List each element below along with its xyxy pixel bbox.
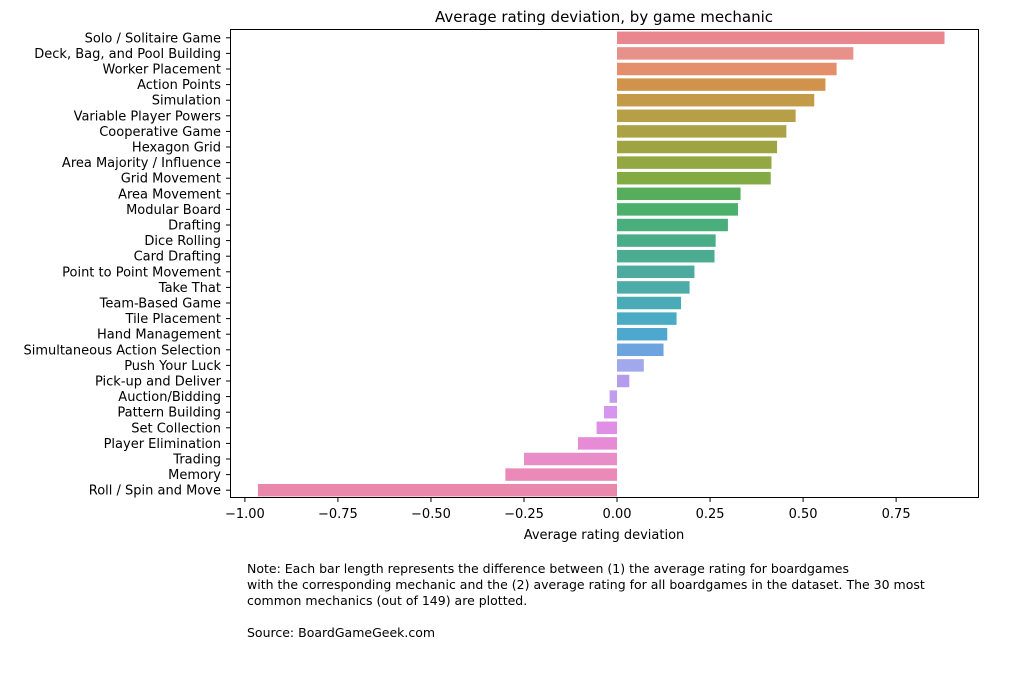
bar	[617, 249, 715, 263]
y-tick-label: Modular Board	[126, 203, 221, 218]
bar	[505, 468, 618, 481]
bar	[617, 31, 945, 45]
x-tick-label: −1.00	[225, 507, 265, 522]
y-tick-label: Action Points	[137, 78, 221, 93]
y-tick-label: Tile Placement	[125, 312, 221, 327]
bar	[617, 312, 677, 325]
bar	[617, 140, 778, 154]
y-tick-label: Dice Rolling	[144, 234, 221, 249]
bar	[617, 296, 682, 310]
bar	[617, 218, 728, 232]
y-tick-label: Grid Movement	[121, 172, 221, 187]
y-tick-label: Take That	[158, 281, 221, 296]
bar	[604, 405, 618, 419]
y-tick-label: Point to Point Movement	[62, 265, 221, 280]
x-tick-label: −0.75	[318, 507, 358, 522]
y-tick-label: Player Elimination	[104, 437, 221, 452]
x-tick-label: 0.25	[696, 507, 725, 522]
bar	[617, 203, 738, 216]
y-tick-label: Variable Player Powers	[74, 109, 222, 124]
y-tick-label: Solo / Solitaire Game	[85, 31, 221, 46]
bar	[257, 483, 618, 497]
y-tick-label: Pick-up and Deliver	[95, 375, 222, 390]
bar	[617, 47, 854, 60]
bar	[617, 109, 796, 123]
y-tick-label: Trading	[172, 453, 221, 468]
bar	[617, 62, 837, 76]
y-tick-label: Hand Management	[97, 328, 221, 343]
y-tick-label: Area Majority / Influence	[62, 156, 221, 171]
bar	[617, 156, 772, 169]
y-tick-label: Simultaneous Action Selection	[23, 343, 221, 358]
x-tick-label: 0.50	[789, 507, 818, 522]
y-tick-label: Deck, Bag, and Pool Building	[34, 47, 221, 62]
bar	[577, 437, 618, 450]
x-ticks: −1.00 −0.75 −0.50 −0.25 0.00 0.25 0.50 0.75	[225, 498, 911, 522]
y-tick-label: Area Movement	[118, 187, 221, 202]
x-axis-label: Average rating deviation	[524, 528, 685, 543]
bar	[617, 374, 630, 388]
y-tick-label: Drafting	[168, 219, 221, 234]
y-tick-label: Push Your Luck	[124, 359, 221, 374]
y-tick-label: Auction/Bidding	[118, 390, 221, 405]
y-tick-label: Cooperative Game	[99, 125, 221, 140]
bar	[617, 359, 644, 372]
bars-group	[257, 31, 945, 497]
bar	[609, 390, 618, 403]
x-tick-label: −0.50	[411, 507, 451, 522]
bar	[617, 327, 668, 341]
y-tick-label: Team-Based Game	[99, 297, 221, 312]
bar	[617, 125, 787, 138]
bar	[617, 187, 741, 201]
bar	[617, 93, 815, 107]
bar	[617, 265, 695, 279]
x-tick-label: 0.00	[603, 507, 632, 522]
bar	[617, 78, 826, 91]
y-tick-label: Memory	[168, 468, 221, 483]
y-tick-label: Simulation	[152, 94, 221, 109]
x-tick-label: −0.25	[504, 507, 544, 522]
y-tick-label: Worker Placement	[103, 63, 222, 78]
bar	[617, 234, 716, 247]
bar	[523, 452, 618, 466]
chart-title: Average rating deviation, by game mechan…	[435, 8, 773, 26]
footnote: Note: Each bar length represents the dif…	[247, 561, 925, 608]
y-tick-label: Pattern Building	[117, 406, 221, 421]
x-tick-label: 0.75	[882, 507, 911, 522]
y-tick-label: Hexagon Grid	[132, 141, 221, 156]
bar	[617, 171, 771, 185]
bar	[617, 343, 664, 357]
bar	[617, 281, 690, 294]
bar	[596, 421, 618, 435]
source-note: Source: BoardGameGeek.com	[247, 625, 436, 640]
y-tick-label: Roll / Spin and Move	[89, 484, 221, 499]
y-tick-label: Card Drafting	[134, 250, 221, 265]
plot-frame	[230, 29, 979, 498]
y-tick-label: Set Collection	[131, 421, 221, 436]
